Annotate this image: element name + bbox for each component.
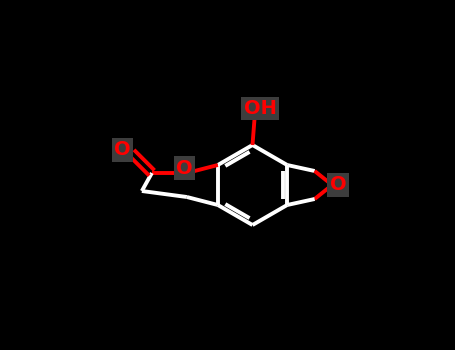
Text: OH: OH xyxy=(243,99,277,118)
Text: O: O xyxy=(176,159,192,177)
Text: O: O xyxy=(114,140,131,160)
Text: O: O xyxy=(330,175,346,195)
